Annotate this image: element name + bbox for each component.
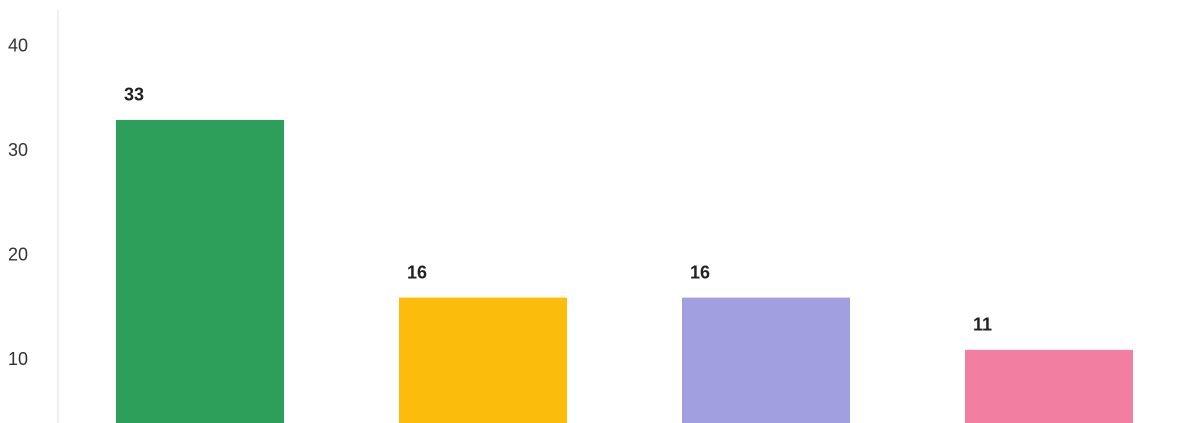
bar [399,297,567,423]
y-tick-label: 40 [8,36,28,56]
bar [116,119,284,423]
y-tick-label: 30 [8,140,28,160]
value-label: 33 [124,85,144,105]
value-label: 11 [973,315,992,335]
value-label: 16 [690,262,710,282]
y-tick-label: 20 [8,245,28,265]
value-label: 16 [407,262,427,282]
bar [682,297,850,423]
bar [965,349,1133,423]
y-tick-label: 10 [8,349,28,369]
